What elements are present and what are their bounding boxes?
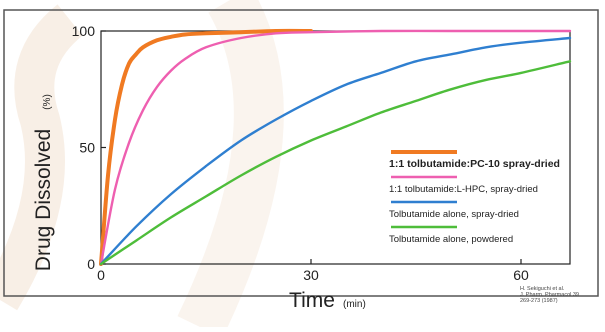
y-tick-label: 50	[79, 140, 95, 156]
citation-line: H. Sekiguchi et al.	[520, 286, 565, 292]
series-line-3	[99, 36, 572, 266]
x-tick-label: 0	[97, 267, 105, 283]
y-axis-label: Drug Dissolved	[32, 129, 55, 271]
x-axis-unit: (min)	[343, 299, 366, 310]
citation-line: 269-273 (1987)	[520, 298, 558, 304]
chart-legend: 1:1 tolbutamide:PC-10 spray-dried 1:1 tol…	[389, 150, 560, 245]
x-tick-label: 30	[303, 267, 319, 283]
figure-frame	[3, 9, 599, 297]
plot-area	[100, 30, 571, 265]
y-tick-label: 100	[72, 23, 96, 39]
x-axis-label: Time	[289, 289, 335, 312]
y-axis-unit: (%)	[42, 94, 53, 110]
legend-label: Tolbutamide alone, spray-dried	[389, 209, 519, 220]
series-line-4	[99, 60, 572, 266]
legend-label: Tolbutamide alone, powdered	[389, 234, 513, 245]
citation-note: H. Sekiguchi et al.J. Pharm. Pharmacol 3…	[520, 286, 579, 304]
legend-label: 1:1 tolbutamide:PC-10 spray-dried	[389, 158, 560, 170]
y-tick-label: 0	[87, 256, 95, 272]
x-tick-label: 60	[513, 267, 529, 283]
citation-line: J. Pharm. Pharmacol 39	[520, 292, 579, 298]
legend-label: 1:1 tolbutamide:L-HPC, spray-dried	[389, 184, 538, 195]
series-line-2	[99, 29, 572, 266]
series-line-1	[99, 28, 313, 266]
